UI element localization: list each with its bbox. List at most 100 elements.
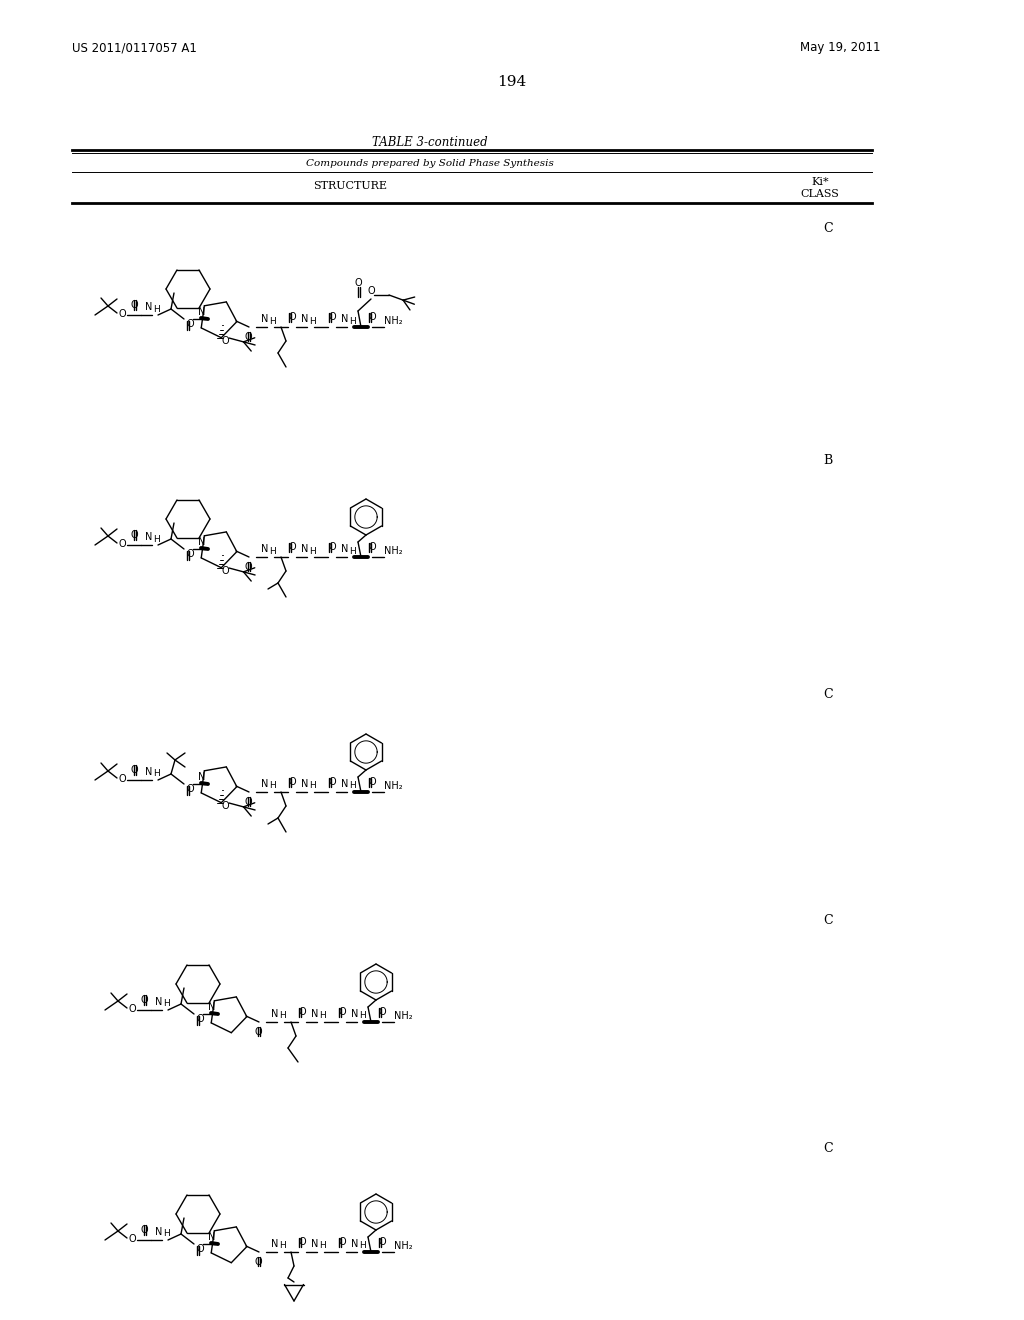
Text: O: O	[221, 801, 228, 810]
Text: O: O	[186, 549, 194, 558]
Text: N: N	[199, 537, 206, 546]
Text: O: O	[368, 286, 375, 296]
Text: O: O	[298, 1007, 306, 1016]
Text: H: H	[163, 1229, 169, 1238]
Text: O: O	[221, 337, 228, 346]
Text: N: N	[208, 1232, 216, 1242]
Text: O: O	[186, 319, 194, 329]
Text: O: O	[338, 1007, 346, 1016]
Text: O: O	[369, 543, 376, 552]
Text: N: N	[261, 779, 268, 789]
Text: H: H	[153, 305, 160, 314]
Text: O: O	[118, 309, 126, 319]
Text: O: O	[140, 1225, 147, 1236]
Text: O: O	[298, 1237, 306, 1247]
Text: H: H	[153, 535, 160, 544]
Text: O: O	[130, 300, 138, 310]
Text: O: O	[338, 1237, 346, 1247]
Text: C: C	[823, 222, 833, 235]
Text: STRUCTURE: STRUCTURE	[313, 181, 387, 191]
Text: N: N	[301, 314, 308, 323]
Text: O: O	[288, 543, 296, 552]
Text: H: H	[308, 317, 315, 326]
Text: H: H	[163, 999, 169, 1008]
Text: CLASS: CLASS	[801, 189, 840, 199]
Text: H: H	[348, 546, 355, 556]
Text: Compounds prepared by Solid Phase Synthesis: Compounds prepared by Solid Phase Synthe…	[306, 158, 554, 168]
Text: 194: 194	[498, 75, 526, 88]
Text: C: C	[823, 689, 833, 701]
Text: H: H	[358, 1242, 366, 1250]
Text: O: O	[254, 1257, 262, 1267]
Text: N: N	[199, 308, 206, 317]
Text: H: H	[308, 781, 315, 791]
Text: H: H	[348, 781, 355, 791]
Text: O: O	[369, 777, 376, 787]
Text: N: N	[271, 1239, 279, 1249]
Text: NH₂: NH₂	[384, 315, 402, 326]
Text: O: O	[354, 279, 361, 288]
Text: N: N	[301, 779, 308, 789]
Text: N: N	[208, 1002, 216, 1012]
Text: O: O	[328, 543, 336, 552]
Text: O: O	[128, 1005, 136, 1014]
Text: N: N	[311, 1239, 318, 1249]
Text: N: N	[145, 767, 153, 777]
Text: O: O	[244, 797, 252, 807]
Text: O: O	[118, 539, 126, 549]
Text: N: N	[341, 544, 349, 554]
Text: H: H	[318, 1242, 326, 1250]
Text: H: H	[268, 546, 275, 556]
Text: N: N	[301, 544, 308, 554]
Text: H: H	[268, 781, 275, 791]
Text: N: N	[145, 532, 153, 543]
Text: B: B	[823, 454, 833, 466]
Text: N: N	[156, 997, 163, 1007]
Text: O: O	[197, 1243, 204, 1254]
Text: O: O	[128, 1234, 136, 1243]
Text: N: N	[145, 302, 153, 312]
Text: N: N	[261, 544, 268, 554]
Text: O: O	[130, 531, 138, 540]
Text: H: H	[279, 1011, 286, 1020]
Text: H: H	[153, 770, 160, 779]
Text: N: N	[351, 1239, 358, 1249]
Text: TABLE 3-continued: TABLE 3-continued	[372, 136, 487, 149]
Text: O: O	[197, 1014, 204, 1024]
Text: O: O	[288, 312, 296, 322]
Text: N: N	[351, 1008, 358, 1019]
Text: O: O	[221, 566, 228, 576]
Text: O: O	[244, 562, 252, 572]
Text: NH₂: NH₂	[384, 546, 402, 556]
Text: H: H	[279, 1242, 286, 1250]
Text: US 2011/0117057 A1: US 2011/0117057 A1	[72, 41, 197, 54]
Text: O: O	[140, 995, 147, 1005]
Text: N: N	[311, 1008, 318, 1019]
Text: O: O	[244, 333, 252, 342]
Text: C: C	[823, 913, 833, 927]
Text: H: H	[318, 1011, 326, 1020]
Text: Ki*: Ki*	[811, 177, 828, 187]
Text: N: N	[341, 779, 349, 789]
Text: O: O	[328, 312, 336, 322]
Text: O: O	[254, 1027, 262, 1038]
Text: H: H	[308, 546, 315, 556]
Text: N: N	[199, 772, 206, 781]
Text: N: N	[271, 1008, 279, 1019]
Text: O: O	[328, 777, 336, 787]
Text: H: H	[358, 1011, 366, 1020]
Text: May 19, 2011: May 19, 2011	[800, 41, 880, 54]
Text: N: N	[261, 314, 268, 323]
Text: O: O	[118, 774, 126, 784]
Text: NH₂: NH₂	[384, 781, 402, 791]
Text: O: O	[369, 312, 376, 322]
Text: O: O	[378, 1007, 386, 1016]
Text: O: O	[378, 1237, 386, 1247]
Text: NH₂: NH₂	[393, 1241, 413, 1251]
Text: N: N	[156, 1228, 163, 1237]
Text: H: H	[348, 317, 355, 326]
Text: O: O	[186, 784, 194, 795]
Text: C: C	[823, 1142, 833, 1155]
Text: H: H	[268, 317, 275, 326]
Text: NH₂: NH₂	[393, 1011, 413, 1020]
